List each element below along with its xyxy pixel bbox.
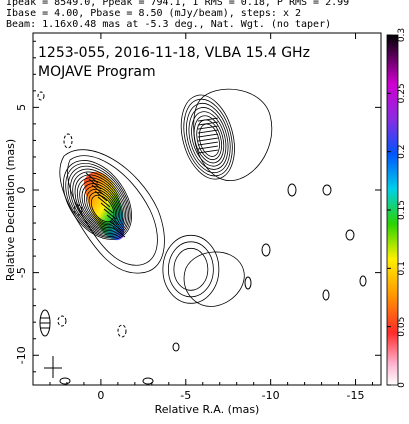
negative-contour — [63, 133, 73, 149]
colorbar-tick-label: 0.05 — [397, 317, 407, 337]
lobe-pol-vector — [197, 117, 218, 122]
core-pol-vector — [100, 202, 114, 214]
core-pol-vector — [85, 172, 99, 184]
core-outer-contour — [59, 149, 165, 274]
lobe-pol-vector — [197, 121, 218, 126]
axes: 0 -5 -10 -15 5 0 -5 -10 — [15, 33, 381, 402]
colorbar-tick-label: 0.3 — [397, 28, 407, 42]
y-tick-label: -10 — [15, 346, 28, 364]
x-tick-label: 0 — [97, 389, 104, 402]
y-tick-label: 0 — [15, 186, 28, 193]
colorbar-tick-label: 0 — [397, 382, 407, 388]
plot-frame — [32, 32, 382, 386]
header-line-2: Ibase = 4.00, Pbase = 8.50 (mJy/beam), s… — [6, 8, 302, 19]
core-contour — [88, 191, 116, 224]
negative-contour — [73, 204, 83, 216]
minor-contour — [322, 289, 330, 301]
minor-contour — [172, 342, 180, 352]
core-contour — [76, 177, 124, 231]
core-contour — [74, 174, 125, 233]
colorbar-tick-label: 0.25 — [397, 83, 407, 103]
minor-contour — [261, 243, 271, 257]
header-line-3: Beam: 1.16x0.48 mas at -5.3 deg., Nat. W… — [6, 19, 332, 30]
minor-contour — [345, 229, 355, 241]
core-pol-vector — [109, 220, 123, 232]
negative-contour — [57, 315, 67, 327]
core-pol-vector — [103, 208, 117, 220]
y-tick-label: 5 — [15, 104, 28, 111]
minor-contour — [59, 377, 71, 385]
x-tick-label: -15 — [347, 389, 365, 402]
lobe-contour — [186, 102, 231, 174]
lobe-contour — [188, 107, 229, 170]
core-contour — [90, 194, 115, 223]
minor-contour — [142, 377, 154, 385]
core-pol-vector — [97, 196, 111, 208]
minor-contour — [322, 184, 332, 196]
core-pol-vector — [94, 190, 108, 202]
colorbar-ticks: 0 0.05 0.1 0.15 0.2 0.25 0.3 — [387, 28, 407, 388]
lobe-pol-vector — [197, 141, 218, 146]
lobe-contour — [183, 98, 233, 177]
y-axis-label: Relative Decination (mas) — [4, 139, 17, 281]
x-axis-label: Relative R.A. (mas) — [155, 403, 260, 416]
lobe-pol-vector — [197, 149, 218, 154]
colorbar-tick-label: 0.1 — [397, 261, 407, 275]
knot-contour — [167, 241, 214, 298]
knot-outer-contour — [183, 251, 245, 307]
core-contour — [72, 171, 127, 234]
beam-ellipse — [39, 309, 51, 337]
lobe-contour — [180, 94, 235, 180]
minor-contour — [244, 276, 252, 290]
x-tick-label: -5 — [180, 389, 191, 402]
lobe-pol-vector — [197, 125, 218, 130]
knot-contour — [173, 247, 209, 291]
core-outer-contour — [67, 155, 158, 266]
colorbar-tick-label: 0.2 — [397, 145, 407, 159]
core-pol-vector — [106, 214, 120, 226]
plot-title-line-2: MOJAVE Program — [38, 64, 156, 80]
negative-contour — [37, 91, 45, 101]
minor-contour — [287, 183, 297, 197]
core-contour — [79, 180, 122, 230]
colorbar-tick-label: 0.15 — [397, 200, 407, 220]
knot-contour — [162, 234, 220, 304]
header-line-1: Ipeak = 8549.0, Ppeak = 794.1, I RMS = 0… — [6, 0, 350, 8]
lobe-pol-vector — [197, 133, 218, 138]
scale-cross — [44, 356, 62, 378]
core-pol-vector — [88, 178, 102, 190]
plot-title-line-1: 1253-055, 2016-11-18, VLBA 15.4 GHz — [38, 45, 310, 61]
x-tick-label: -10 — [262, 389, 280, 402]
lobe-pol-vector — [197, 145, 218, 150]
negative-contour — [117, 324, 127, 338]
lobe-pol-vector — [197, 137, 218, 142]
y-tick-label: -5 — [15, 267, 28, 278]
lobe-pol-vector — [197, 129, 218, 134]
core-pol-vector — [112, 226, 126, 238]
lobe-outer-contour — [193, 88, 273, 181]
lobe-contour — [193, 115, 225, 164]
lobe-contour — [191, 111, 227, 167]
minor-contour — [359, 275, 367, 287]
contour-lines — [59, 88, 273, 307]
core-pol-vector — [91, 184, 105, 196]
